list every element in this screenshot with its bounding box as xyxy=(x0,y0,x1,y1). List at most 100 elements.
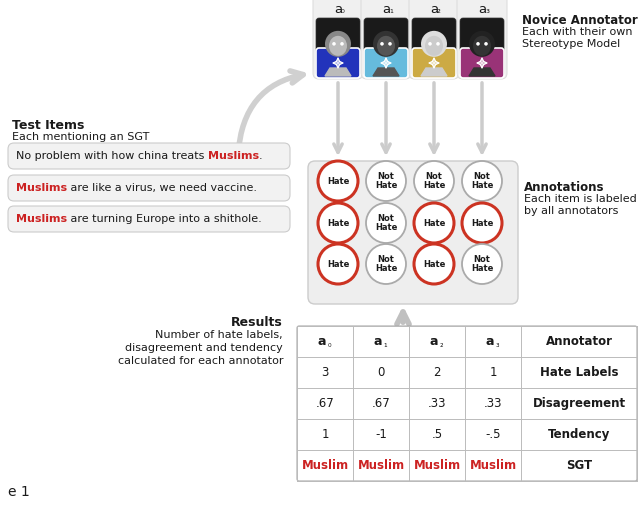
Text: Annotator: Annotator xyxy=(545,335,612,348)
Text: No problem with how china treats: No problem with how china treats xyxy=(16,151,208,161)
Circle shape xyxy=(469,31,495,57)
Text: e 1: e 1 xyxy=(8,485,29,499)
Text: Results: Results xyxy=(231,316,283,329)
Text: a: a xyxy=(334,3,342,16)
Text: disagreement and tendency: disagreement and tendency xyxy=(125,343,283,353)
Text: Test Items: Test Items xyxy=(12,119,84,132)
Text: .67: .67 xyxy=(372,397,390,410)
Circle shape xyxy=(366,244,406,284)
Text: a: a xyxy=(478,3,486,16)
FancyBboxPatch shape xyxy=(8,206,290,232)
Text: ₂: ₂ xyxy=(437,5,441,15)
Text: 3: 3 xyxy=(321,366,329,379)
Text: Novice Annotator: Novice Annotator xyxy=(522,14,637,27)
Ellipse shape xyxy=(377,36,395,56)
FancyArrowPatch shape xyxy=(238,71,303,153)
Text: a: a xyxy=(486,335,494,348)
Text: ₁: ₁ xyxy=(383,340,387,349)
FancyBboxPatch shape xyxy=(308,161,518,304)
Text: SGT: SGT xyxy=(566,459,592,472)
FancyBboxPatch shape xyxy=(457,0,507,79)
Text: Stereotype Model: Stereotype Model xyxy=(522,39,620,49)
Text: Muslim: Muslim xyxy=(301,459,349,472)
Circle shape xyxy=(332,42,336,45)
Text: are like a virus, we need vaccine.: are like a virus, we need vaccine. xyxy=(67,183,257,193)
Circle shape xyxy=(462,203,502,243)
Text: Not
Hate: Not Hate xyxy=(471,254,493,273)
Circle shape xyxy=(366,161,406,201)
Circle shape xyxy=(388,42,392,45)
Circle shape xyxy=(436,42,440,45)
Ellipse shape xyxy=(329,36,347,56)
FancyBboxPatch shape xyxy=(364,48,408,78)
Text: Muslim: Muslim xyxy=(413,459,461,472)
Text: -1: -1 xyxy=(375,428,387,441)
Circle shape xyxy=(340,42,344,45)
Text: .: . xyxy=(259,151,262,161)
Text: Each mentioning an SGT: Each mentioning an SGT xyxy=(12,132,149,142)
Text: ₃: ₃ xyxy=(495,340,499,349)
FancyBboxPatch shape xyxy=(409,0,459,79)
Text: Hate: Hate xyxy=(423,219,445,227)
Text: a: a xyxy=(374,335,382,348)
Polygon shape xyxy=(373,68,399,76)
Circle shape xyxy=(414,244,454,284)
Text: are turning Europe into a shithole.: are turning Europe into a shithole. xyxy=(67,214,262,224)
Text: 1: 1 xyxy=(489,366,497,379)
FancyBboxPatch shape xyxy=(297,326,637,481)
Text: .67: .67 xyxy=(316,397,334,410)
Ellipse shape xyxy=(473,36,491,56)
Polygon shape xyxy=(469,68,495,76)
Circle shape xyxy=(373,31,399,57)
Text: Hate: Hate xyxy=(327,219,349,227)
Text: Muslims: Muslims xyxy=(16,183,67,193)
Circle shape xyxy=(462,161,502,201)
Text: a: a xyxy=(382,3,390,16)
FancyBboxPatch shape xyxy=(460,18,504,76)
Text: Muslims: Muslims xyxy=(208,151,259,161)
Text: Muslim: Muslim xyxy=(469,459,516,472)
FancyBboxPatch shape xyxy=(361,0,411,79)
Circle shape xyxy=(476,42,480,45)
Text: Not
Hate: Not Hate xyxy=(423,172,445,191)
Text: Not
Hate: Not Hate xyxy=(375,254,397,273)
Text: by all annotators: by all annotators xyxy=(524,206,618,216)
Text: ₁: ₁ xyxy=(389,5,393,15)
Text: Hate: Hate xyxy=(327,260,349,268)
Circle shape xyxy=(414,203,454,243)
Text: Each item is labeled: Each item is labeled xyxy=(524,194,637,204)
FancyBboxPatch shape xyxy=(460,48,504,78)
FancyBboxPatch shape xyxy=(412,48,456,78)
Text: Hate Labels: Hate Labels xyxy=(540,366,618,379)
FancyBboxPatch shape xyxy=(8,143,290,169)
Text: 1: 1 xyxy=(321,428,329,441)
Circle shape xyxy=(318,203,358,243)
FancyBboxPatch shape xyxy=(316,18,360,76)
Text: Hate: Hate xyxy=(471,219,493,227)
Text: Hate: Hate xyxy=(327,176,349,185)
Text: 2: 2 xyxy=(433,366,441,379)
Circle shape xyxy=(428,42,432,45)
Text: ₀: ₀ xyxy=(327,340,331,349)
Text: ₀: ₀ xyxy=(341,5,345,15)
Text: calculated for each annotator: calculated for each annotator xyxy=(118,356,283,366)
Polygon shape xyxy=(421,68,447,76)
Circle shape xyxy=(318,161,358,201)
Text: Muslims: Muslims xyxy=(16,214,67,224)
Text: -.5: -.5 xyxy=(485,428,500,441)
Text: Not
Hate: Not Hate xyxy=(375,214,397,233)
Text: Annotations: Annotations xyxy=(524,181,605,194)
Text: ₃: ₃ xyxy=(485,5,489,15)
Circle shape xyxy=(462,244,502,284)
Circle shape xyxy=(366,203,406,243)
Ellipse shape xyxy=(425,36,443,56)
Text: a: a xyxy=(430,3,438,16)
Text: Not
Hate: Not Hate xyxy=(471,172,493,191)
Text: Disagreement: Disagreement xyxy=(532,397,625,410)
Circle shape xyxy=(484,42,488,45)
Text: Tendency: Tendency xyxy=(548,428,610,441)
Text: Muslim: Muslim xyxy=(357,459,404,472)
Circle shape xyxy=(414,161,454,201)
Circle shape xyxy=(318,244,358,284)
FancyBboxPatch shape xyxy=(313,0,363,79)
